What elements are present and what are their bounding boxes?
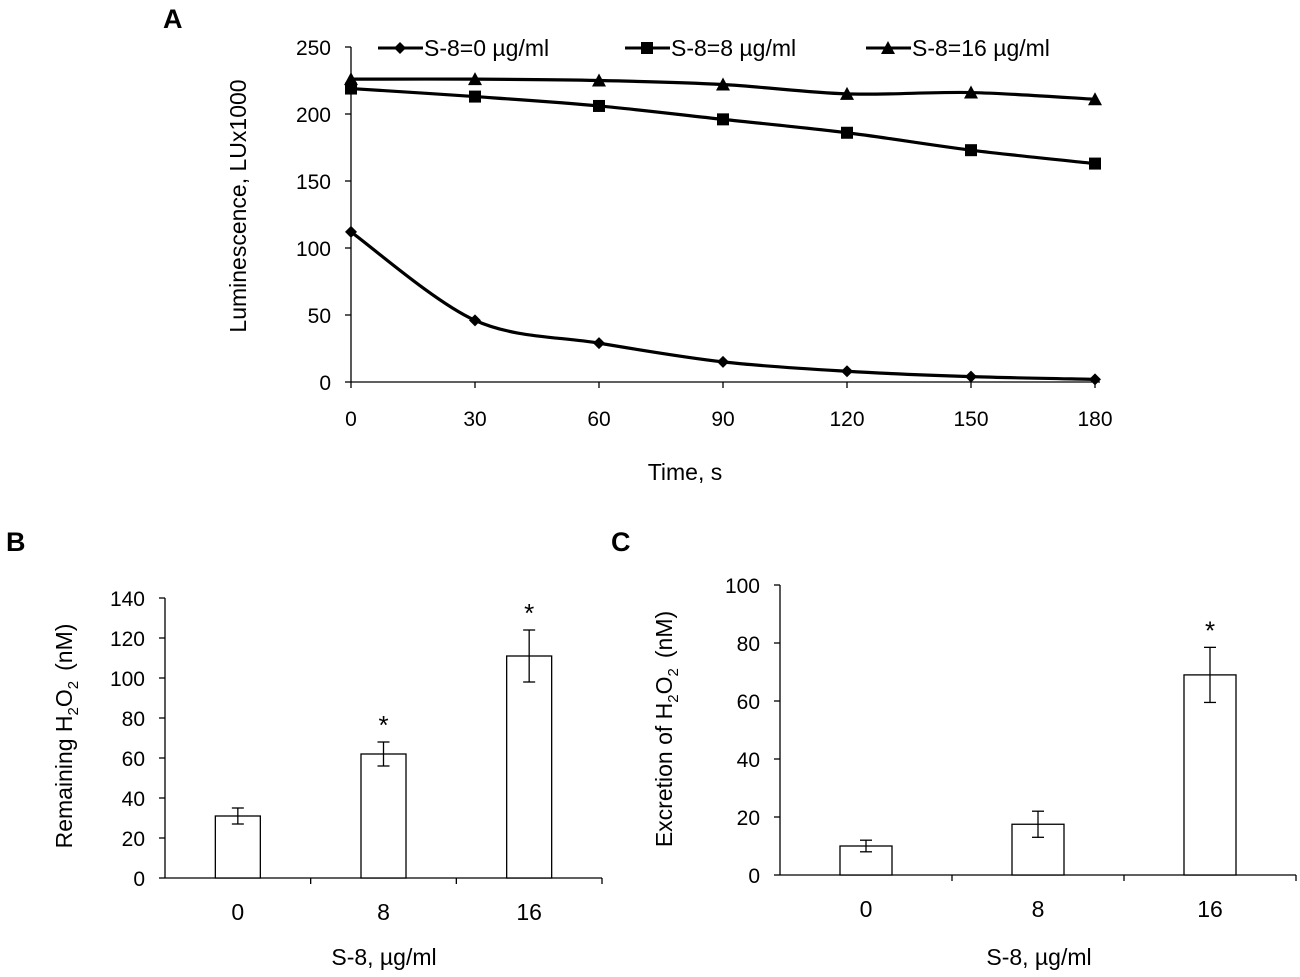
panel-a-data-point <box>841 126 853 139</box>
panel-b-significance-star: * <box>524 598 534 628</box>
panel-a-data-point <box>716 77 730 91</box>
panel-a-data-point <box>345 82 357 95</box>
panel-a-data-point <box>344 72 358 86</box>
panel-c-y-tick-label: 100 <box>725 575 760 598</box>
panel-b-bar <box>214 815 261 879</box>
panel-b-y-label-mid: O <box>51 689 77 707</box>
panel-b-y-axis-label: Remaining H2O2(nM) <box>51 624 82 849</box>
panel-a-data-point <box>593 99 605 112</box>
panel-a-x-tick-label: 90 <box>711 408 734 431</box>
panel-a-legend-marker-2 <box>881 41 895 54</box>
panel-c-ticks: 0 20 40 60 80 100 0 8 16 <box>725 575 1297 922</box>
panel-c-y-label-main: Excretion of H <box>651 703 677 847</box>
panel-b-y-tick-label: 140 <box>110 588 145 611</box>
panel-a-x-tick-label: 150 <box>953 408 988 431</box>
panel-a-data-point <box>965 370 977 383</box>
panel-a-letter: A <box>163 4 183 34</box>
panel-a-y-tick-label: 0 <box>319 372 331 395</box>
panel-a-data-point <box>964 85 978 99</box>
panel-b-significance-star: * <box>378 710 388 740</box>
panel-b-x-tick-label: 8 <box>377 899 390 925</box>
panel-b-x-tick-label: 16 <box>516 899 542 925</box>
panel-a-y-tick-label: 50 <box>308 305 331 328</box>
panel-a-series-line-1 <box>350 86 1096 166</box>
panel-a-data-point <box>1088 92 1102 106</box>
panel-a-data-point <box>345 225 357 238</box>
panel-a-data-point <box>1089 373 1101 386</box>
panel-c-y-tick-label: 0 <box>748 865 760 888</box>
panel-a-x-tick-label: 60 <box>587 408 610 431</box>
panel-b-y-tick-label: 120 <box>110 628 145 651</box>
panel-c-y-label-mid: O <box>651 676 677 694</box>
panel-c-y-label-sub2: 2 <box>665 668 682 676</box>
panel-a-data-point <box>965 144 977 157</box>
panel-c-y-tick-label: 80 <box>737 633 760 656</box>
panel-a-y-tick-label: 250 <box>296 37 331 60</box>
panel-a-series <box>344 72 1102 386</box>
panel-c-bars: * <box>839 615 1237 876</box>
panel-c-y-tick-label: 40 <box>737 749 760 772</box>
panel-b-y-label-sub1: 2 <box>65 707 82 715</box>
panel-b-y-label-main: Remaining H <box>51 715 77 848</box>
panel-a-x-tick-label: 30 <box>463 408 486 431</box>
panel-b-y-tick-label: 40 <box>122 788 145 811</box>
panel-a-x-tick-label: 180 <box>1077 408 1112 431</box>
panel-a-legend-marker-1 <box>641 42 653 54</box>
panel-b-ticks: 0 20 40 60 80 100 120 140 0 8 16 <box>110 588 603 925</box>
panel-a-legend: S-8=0 µg/ml S-8=8 µg/ml S-8=16 µg/ml <box>378 35 1050 61</box>
panel-a-legend-label-1: S-8=8 µg/ml <box>671 35 796 61</box>
panel-a-y-tick-label: 150 <box>296 171 331 194</box>
panel-a: A 0 50 100 150 200 250 0 30 60 90 120 150 180 S-8=0 … <box>163 4 1113 485</box>
panel-b-y-tick-label: 0 <box>133 868 145 891</box>
panel-a-data-point <box>841 365 853 378</box>
panel-b-bars: ** <box>214 598 553 879</box>
panel-a-data-point <box>717 113 729 126</box>
panel-a-data-point <box>1089 157 1101 170</box>
panel-c-y-tick-label: 20 <box>737 807 760 830</box>
panel-a-data-point <box>593 337 605 350</box>
panel-c-y-axis-label: Excretion of H2O2(nM) <box>651 611 682 847</box>
panel-c-y-tick-label: 60 <box>737 691 760 714</box>
panel-a-x-tick-label: 0 <box>345 408 357 431</box>
panel-b-y-label-unit: (nM) <box>51 624 77 671</box>
panel-a-data-point <box>592 73 606 87</box>
panel-b-y-tick-label: 100 <box>110 668 145 691</box>
panel-c-x-tick-label: 8 <box>1032 896 1045 922</box>
panel-b-bar <box>360 753 407 879</box>
panel-a-data-point <box>468 72 482 86</box>
panel-a-y-axis-label: Luminescence, LUx1000 <box>225 79 251 332</box>
panel-a-x-axis-label: Time, s <box>648 459 723 485</box>
panel-a-y-tick-label: 100 <box>296 238 331 261</box>
panel-b-y-tick-label: 80 <box>122 708 145 731</box>
panel-a-legend-marker-0 <box>394 42 406 54</box>
panel-b-letter: B <box>6 527 26 557</box>
panel-c-y-label-sub1: 2 <box>665 694 682 702</box>
panel-a-legend-label-2: S-8=16 µg/ml <box>912 35 1050 61</box>
panel-c-y-label-unit: (nM) <box>651 611 677 658</box>
panel-a-data-point <box>469 314 481 327</box>
panel-a-data-point <box>469 90 481 103</box>
panel-a-data-point <box>840 86 854 100</box>
panel-c: C 0 20 40 60 80 100 0 8 16 * S-8, µg/ml Excretio… <box>611 527 1297 970</box>
panel-b-y-label-sub2: 2 <box>65 681 82 689</box>
panel-a-x-tick-label: 120 <box>829 408 864 431</box>
panel-b-y-tick-label: 20 <box>122 828 145 851</box>
panel-c-x-tick-label: 16 <box>1197 896 1223 922</box>
panel-a-ticks: 0 50 100 150 200 250 0 30 60 90 120 150 180 <box>296 37 1113 431</box>
panel-a-y-tick-label: 200 <box>296 104 331 127</box>
panel-b-x-axis-label: S-8, µg/ml <box>331 944 436 970</box>
panel-c-x-tick-label: 0 <box>860 896 873 922</box>
panel-a-data-point <box>717 355 729 368</box>
panel-c-x-axis-label: S-8, µg/ml <box>986 944 1091 970</box>
panel-b-y-tick-label: 60 <box>122 748 145 771</box>
panel-c-bar <box>1183 674 1237 876</box>
panel-b-bar <box>506 655 553 879</box>
panel-b-x-tick-label: 0 <box>231 899 244 925</box>
panel-a-axes <box>350 47 1100 383</box>
panel-c-letter: C <box>611 527 631 557</box>
panel-c-significance-star: * <box>1205 615 1215 645</box>
panel-a-legend-label-0: S-8=0 µg/ml <box>424 35 549 61</box>
